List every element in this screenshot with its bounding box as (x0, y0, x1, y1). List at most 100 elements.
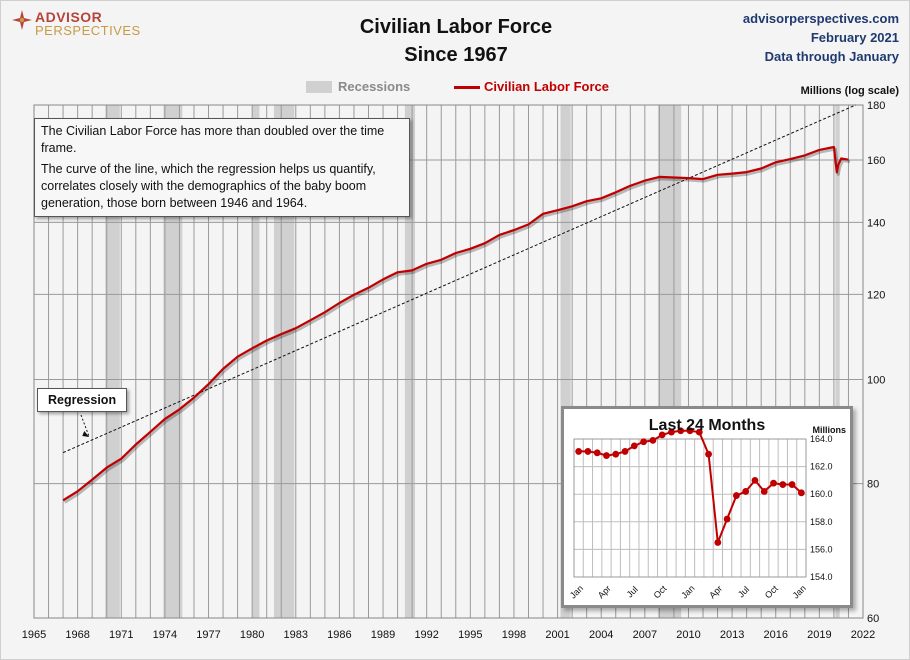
inset-y-tick-label: 154.0 (810, 572, 833, 582)
inset-data-point (742, 488, 750, 495)
inset-plot-border (573, 438, 807, 578)
recession-band (252, 105, 260, 618)
x-tick-label: 1986 (327, 629, 351, 641)
inset-y-tick-label: 162.0 (810, 462, 833, 472)
y-tick-label: 140 (867, 217, 885, 229)
legend-line-label: Civilian Labor Force (484, 79, 609, 94)
inset-x-tick-label: Oct (652, 583, 669, 600)
plot-border (33, 104, 864, 619)
inset-y-tick-label: 158.0 (810, 517, 833, 527)
x-tick-label: 2019 (807, 629, 831, 641)
inset-data-point (770, 479, 777, 487)
series-shadow-labor-force (63, 147, 851, 504)
x-tick-label: 1974 (153, 629, 177, 641)
inset-series-line (578, 429, 803, 543)
legend-recession-label: Recessions (338, 79, 411, 94)
inset-data-point (705, 450, 712, 458)
inset-data-point (733, 492, 740, 499)
advisor-perspectives-logo: ADVISOR PERSPECTIVES (11, 9, 141, 38)
x-tick-label: 2013 (720, 629, 744, 641)
series-line-labor-force (62, 145, 849, 502)
annotation-paragraph-1: The Civilian Labor Force has more than d… (41, 124, 385, 155)
recession-band (273, 105, 295, 618)
y-tick-label: 180 (867, 100, 885, 112)
inset-data-point (723, 515, 731, 523)
y-tick-label: 100 (867, 374, 885, 386)
inset-data-point (788, 481, 796, 488)
y-tick-label: 160 (867, 155, 885, 167)
inset-data-point (677, 427, 685, 435)
site-url: advisorperspectives.com (742, 11, 899, 26)
inset-title: Last 24 Months (648, 417, 766, 434)
inset-y-tick-label: 156.0 (810, 544, 833, 554)
inset-data-point (593, 449, 601, 457)
inset-data-point (630, 442, 638, 450)
inset-data-point (584, 448, 592, 455)
inset-y-tick-label: 164.0 (810, 434, 833, 444)
inset-x-tick-label: Jan (679, 583, 696, 600)
annotation-box: The Civilian Labor Force has more than d… (34, 118, 410, 217)
inset-data-point (714, 539, 722, 546)
regression-line (62, 104, 856, 454)
legend-recession-swatch (306, 81, 332, 93)
inset-x-tick-label: Jul (736, 584, 751, 599)
x-tick-label: 1983 (284, 629, 308, 641)
inset-data-point (760, 488, 768, 495)
inset-data-point (779, 481, 787, 488)
logo-line-2: PERSPECTIVES (35, 23, 141, 38)
x-tick-label: 1992 (414, 629, 438, 641)
inset-data-point (640, 438, 647, 446)
inset-units: Millions (812, 425, 847, 435)
inset-data-point (686, 427, 694, 435)
y-tick-label: 80 (867, 479, 879, 491)
annotation-paragraph-2: The curve of the line, which the regress… (41, 162, 376, 210)
x-tick-label: 2001 (545, 629, 569, 641)
recession-band (163, 105, 183, 618)
inset-chart-panel: 164.0 162.0 160.0 158.0 156.0 154.0 Jan Apr Jul O… (561, 406, 853, 608)
inset-data-point (621, 448, 629, 455)
x-tick-label: 1989 (371, 629, 395, 641)
y-tick-label: 60 (867, 613, 879, 625)
x-tick-label: 1968 (65, 629, 89, 641)
inset-data-point (658, 431, 666, 439)
inset-x-tick-label: Jan (568, 583, 585, 600)
source-block: advisorperspectives.com February 2021 Da… (743, 9, 899, 66)
inset-data-point (668, 428, 675, 436)
chart-title: Civilian Labor Force Since 1967 (256, 13, 656, 69)
x-tick-label: 1977 (196, 629, 220, 641)
inset-y-tick-label: 160.0 (810, 489, 833, 499)
chart-title-line-2: Since 1967 (404, 44, 508, 66)
inset-data-point (797, 489, 805, 497)
x-tick-label: 1995 (458, 629, 482, 641)
x-tick-label: 2022 (851, 629, 875, 641)
x-tick-label: 2007 (633, 629, 657, 641)
legend-line-swatch (454, 86, 480, 89)
inset-data-point (575, 448, 583, 455)
inset-data-point (603, 452, 610, 459)
recession-band (560, 105, 571, 618)
recession-band (404, 105, 416, 618)
inset-x-tick-label: Apr (707, 583, 724, 600)
x-tick-label: 2010 (676, 629, 700, 641)
x-tick-label: 1998 (502, 629, 526, 641)
arrow-head-icon (82, 431, 90, 438)
data-through: Data through January (764, 49, 899, 64)
x-tick-label: 1965 (22, 629, 46, 641)
x-tick-label: 2016 (763, 629, 787, 641)
inset-data-point (612, 450, 620, 458)
x-tick-label: 1971 (109, 629, 133, 641)
compass-logo-icon (12, 10, 32, 30)
publish-date: February 2021 (810, 30, 899, 45)
x-tick-label: 2004 (589, 629, 613, 641)
inset-x-tick-label: Jan (791, 583, 808, 600)
y-tick-label: 120 (867, 289, 885, 301)
inset-x-tick-label: Oct (763, 583, 780, 600)
chart-title-line-1: Civilian Labor Force (359, 16, 553, 38)
recession-band (105, 105, 120, 618)
recession-band (835, 105, 840, 618)
inset-x-tick-label: Jul (625, 584, 640, 599)
y-axis-label: Millions (log scale) (800, 85, 899, 97)
inset-data-point (649, 436, 657, 444)
